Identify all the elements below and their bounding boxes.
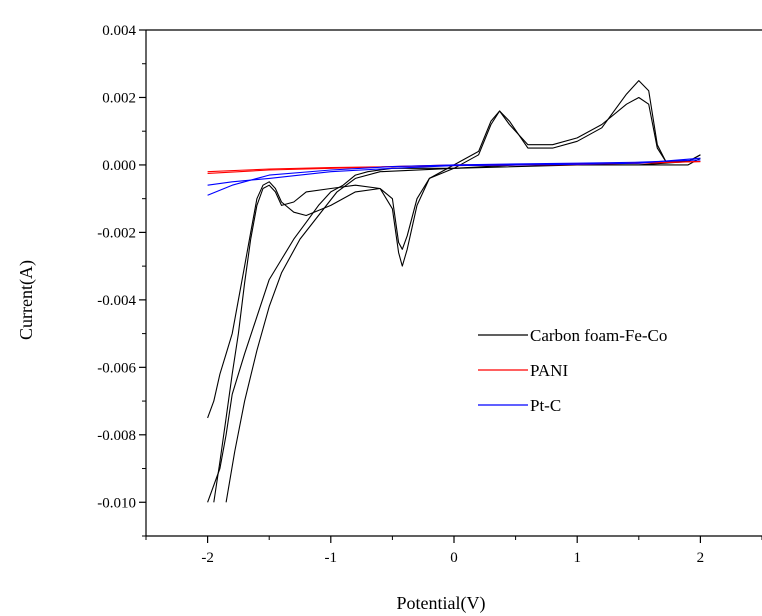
y-tick-label: 0.002	[102, 90, 136, 106]
y-tick-label: -0.006	[97, 360, 136, 376]
x-tick-label: 2	[697, 550, 705, 566]
series-layer	[207, 80, 701, 503]
legend-label: PANI	[530, 361, 568, 380]
x-tick-label: 1	[573, 550, 581, 566]
legend: Carbon foam-Fe-Co PANI Pt-C	[478, 326, 667, 415]
y-tick-label: -0.004	[97, 293, 136, 309]
y-tick-label: -0.008	[97, 428, 136, 444]
y-tick-label: -0.010	[97, 495, 136, 511]
series-line-pt-c-1	[207, 157, 701, 186]
y-tick-label: 0.000	[102, 158, 136, 174]
y-tick-label: -0.002	[97, 225, 136, 241]
y-axis-ticks: 0.004 0.002 0.000 -0.002 -0.004 -0.006 -0.008 -…	[97, 23, 146, 537]
series-line-carbon-foam-fe-co-3	[225, 154, 701, 503]
x-tick-label: 0	[450, 550, 458, 566]
legend-label: Pt-C	[530, 396, 561, 415]
x-tick-label: -2	[201, 550, 214, 566]
y-axis-label: Current(A)	[16, 260, 37, 340]
x-tick-label: -1	[325, 550, 338, 566]
series-line-carbon-foam-fe-co-2	[213, 80, 701, 503]
series-line-carbon-foam-fe-co-0	[207, 96, 701, 419]
x-axis-ticks: -2 -1 0 1 2	[145, 536, 762, 566]
y-tick-label: 0.004	[102, 23, 136, 39]
x-axis-label: Potential(V)	[397, 593, 486, 614]
plot-frame	[145, 29, 762, 537]
legend-label: Carbon foam-Fe-Co	[530, 326, 667, 345]
